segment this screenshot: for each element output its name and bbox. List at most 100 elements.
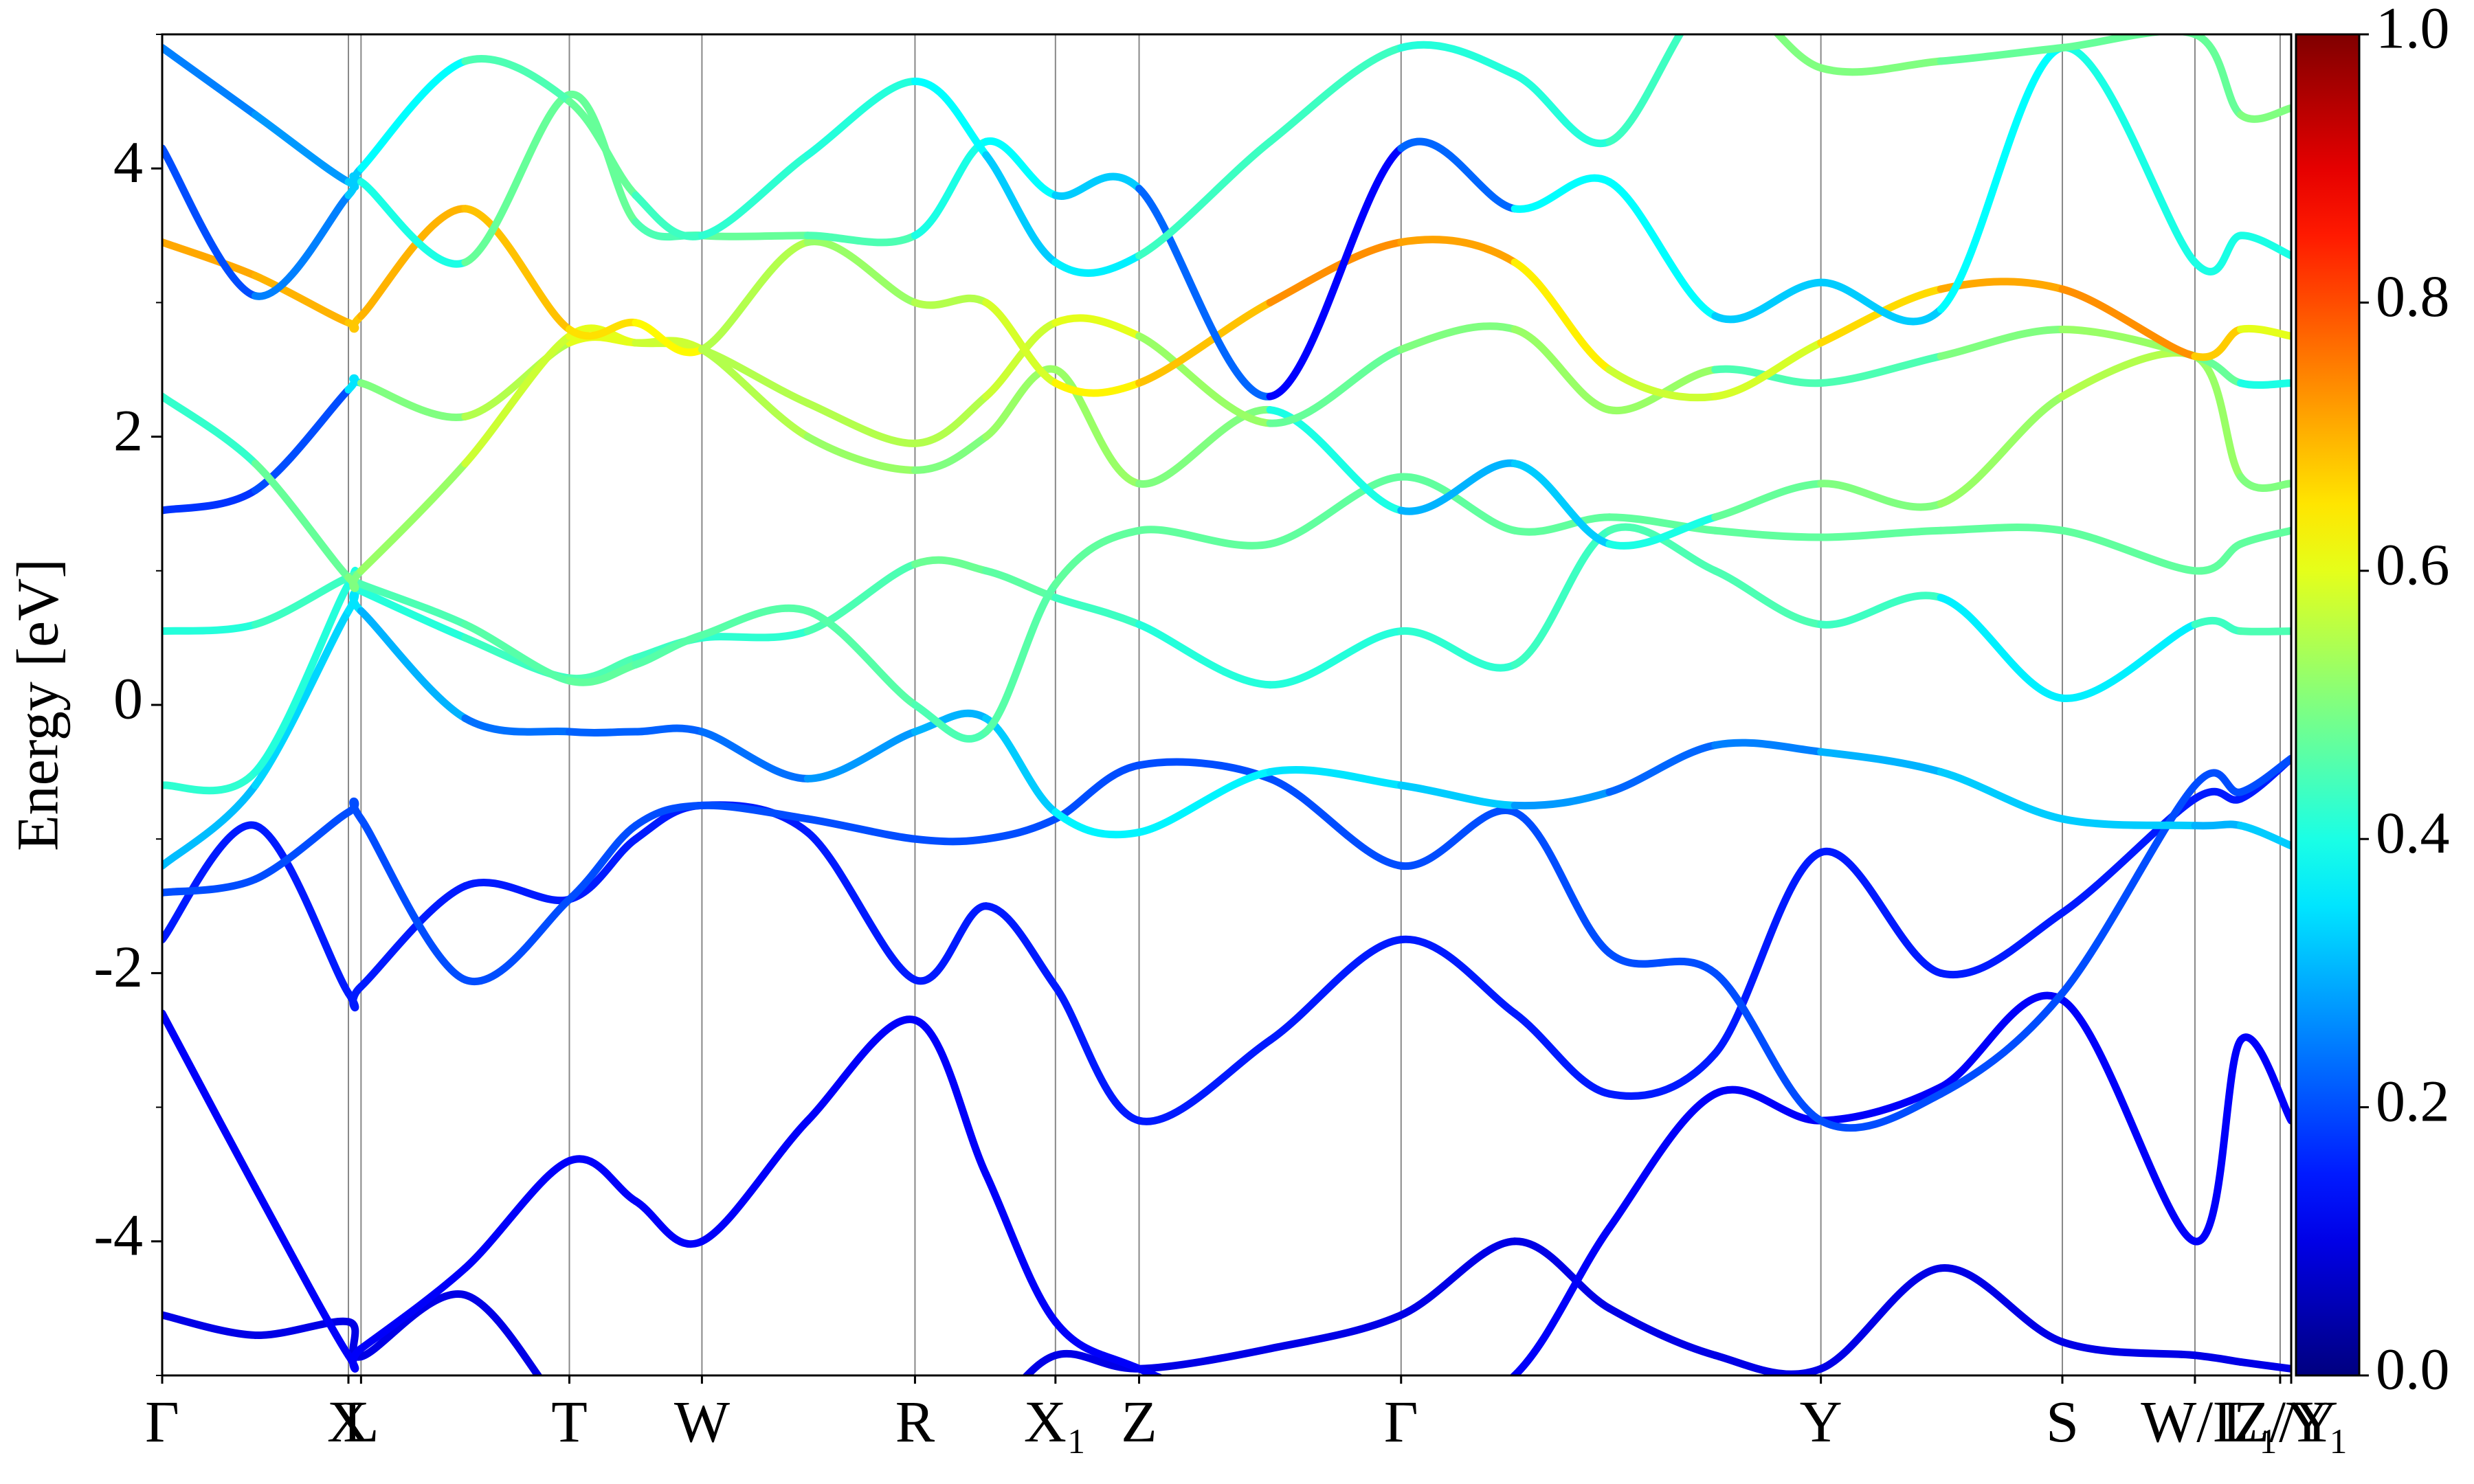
band-segment bbox=[162, 768, 259, 795]
band-segment bbox=[461, 91, 574, 267]
band-segment bbox=[1605, 741, 1719, 796]
band-segment bbox=[803, 560, 919, 636]
band-segment bbox=[344, 1345, 365, 1373]
band-segment bbox=[1397, 473, 1519, 535]
band-segment bbox=[1397, 322, 1519, 354]
band-segment bbox=[2058, 285, 2199, 360]
colorbar bbox=[2295, 33, 2361, 1377]
colorbar-tick-label: 1.0 bbox=[2376, 0, 2450, 61]
band-segment bbox=[1397, 1237, 1519, 1319]
band-segment bbox=[698, 346, 812, 407]
band-segment bbox=[1511, 513, 1614, 536]
band-segment bbox=[1605, 1090, 1719, 1232]
band-segment bbox=[1051, 1349, 1144, 1373]
band-segment bbox=[1135, 406, 1274, 488]
band-segment bbox=[1711, 739, 1825, 756]
band-segment bbox=[1511, 788, 1614, 810]
band-segment bbox=[803, 77, 919, 159]
y-axis-label: Energy [eV] bbox=[5, 559, 71, 851]
band-segment bbox=[911, 294, 990, 309]
band-segment bbox=[344, 589, 365, 615]
band-segment bbox=[357, 460, 469, 575]
band-segment bbox=[982, 580, 1060, 736]
band-segment bbox=[1266, 346, 1405, 427]
band-segment bbox=[2237, 379, 2291, 389]
x-tick-label: L₁/Y bbox=[2222, 1389, 2339, 1454]
band-segment bbox=[357, 379, 469, 421]
colorbar-tick-label: 0.6 bbox=[2376, 532, 2450, 598]
band-segment bbox=[162, 238, 259, 280]
band-segment bbox=[1817, 480, 1945, 511]
band-segment bbox=[2237, 232, 2291, 260]
band-segment bbox=[1266, 406, 1405, 515]
band-segment bbox=[1817, 1264, 1945, 1373]
band-segment bbox=[1511, 174, 1614, 213]
band-segment bbox=[698, 728, 812, 783]
band-segment bbox=[251, 607, 353, 789]
band-segment bbox=[1817, 747, 1945, 776]
band-segment bbox=[1135, 768, 1274, 836]
band-segment bbox=[2191, 352, 2245, 481]
band-segment bbox=[911, 1016, 990, 1178]
band-segment bbox=[1511, 1237, 1614, 1312]
band-segment bbox=[1937, 524, 2066, 535]
band-segment bbox=[344, 164, 365, 191]
x-tick-label: T bbox=[551, 1389, 588, 1454]
band-segment bbox=[1051, 251, 1144, 277]
band-segment bbox=[803, 433, 919, 474]
band-segment bbox=[162, 392, 259, 468]
band-segment bbox=[632, 801, 706, 830]
band-segment bbox=[1397, 459, 1519, 515]
band-segment bbox=[357, 882, 469, 991]
x-tick-label: X bbox=[327, 1389, 370, 1454]
band-segment bbox=[1397, 627, 1519, 672]
band-segment bbox=[1051, 526, 1144, 588]
band-segment bbox=[2237, 473, 2291, 492]
band-segment bbox=[1937, 1264, 2066, 1346]
band-segment bbox=[2058, 1338, 2199, 1360]
band-segment bbox=[2058, 349, 2199, 401]
band-segment bbox=[1605, 513, 1719, 550]
band-segment bbox=[566, 98, 640, 199]
band-segment bbox=[461, 895, 574, 985]
colorbar-tick-label: 0.0 bbox=[2376, 1336, 2450, 1402]
band-segment bbox=[357, 57, 469, 172]
band-segment bbox=[2191, 769, 2245, 796]
band-segment bbox=[1817, 1083, 1945, 1125]
band-segment bbox=[357, 580, 469, 629]
band-segment bbox=[2058, 43, 2199, 267]
band-segment bbox=[2237, 1358, 2291, 1373]
band-segment bbox=[982, 1170, 1060, 1326]
band-segment bbox=[982, 715, 1060, 816]
band-segment bbox=[357, 815, 469, 984]
band-segment bbox=[1021, 1351, 1060, 1375]
band-segment bbox=[1711, 567, 1825, 629]
band-segment bbox=[2191, 820, 2245, 830]
band-segment bbox=[1051, 982, 1144, 1125]
band-segment bbox=[2058, 815, 2199, 830]
y-tick-label: 2 bbox=[113, 397, 143, 463]
x-tick-label: Z/Y₁ bbox=[2233, 1389, 2350, 1454]
band-segment bbox=[982, 365, 1060, 441]
band-segment bbox=[461, 54, 574, 106]
band-segment bbox=[1711, 526, 1825, 541]
band-segment bbox=[1711, 1351, 1825, 1375]
band-segment bbox=[251, 460, 353, 582]
band-segment bbox=[632, 191, 706, 240]
band-segment bbox=[2191, 325, 2245, 361]
band-segment bbox=[982, 902, 1060, 991]
band-segment bbox=[632, 319, 706, 357]
band-segment bbox=[1605, 366, 1719, 402]
band-segment bbox=[2191, 540, 2245, 575]
band-segment bbox=[1937, 991, 2066, 1091]
band-segment bbox=[344, 567, 365, 592]
band-segment bbox=[2191, 34, 2245, 119]
band-segment bbox=[1511, 71, 1614, 148]
band-segment bbox=[803, 399, 919, 447]
band-segment bbox=[566, 822, 640, 903]
band-segment bbox=[2191, 1351, 2245, 1366]
band-segment bbox=[1817, 526, 1945, 541]
band-segment bbox=[982, 815, 1060, 843]
band-segment bbox=[357, 587, 469, 642]
band-segment bbox=[251, 822, 353, 998]
